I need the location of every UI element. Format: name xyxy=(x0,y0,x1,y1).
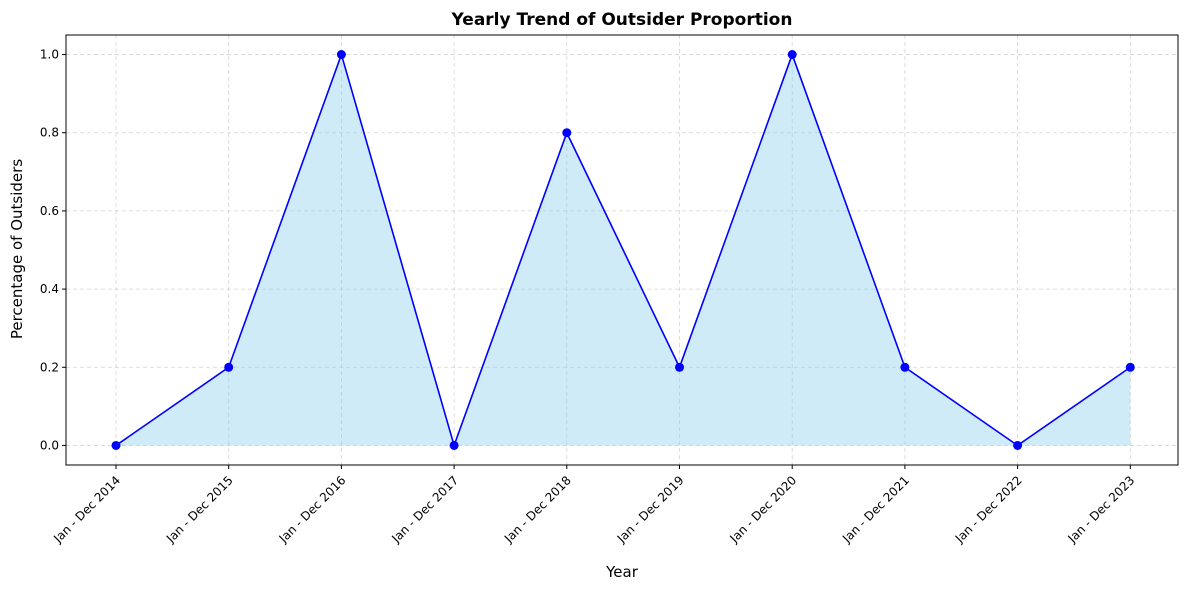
data-point xyxy=(449,440,459,450)
x-axis-label: Year xyxy=(605,563,639,581)
y-tick-label: 0.0 xyxy=(40,438,59,452)
data-point xyxy=(787,50,797,60)
data-point xyxy=(1013,440,1023,450)
grid xyxy=(66,35,1178,465)
plot-frame xyxy=(65,34,1179,466)
y-tick-label: 0.4 xyxy=(40,282,59,296)
y-axis-label: Percentage of Outsiders xyxy=(8,159,26,339)
y-tick-label: 0.6 xyxy=(40,204,59,218)
series-line-layer xyxy=(115,51,1131,449)
area-fill-layer xyxy=(116,54,1131,446)
data-point xyxy=(562,128,572,138)
data-point xyxy=(1125,362,1135,372)
data-point xyxy=(675,362,684,372)
data-point xyxy=(111,440,121,450)
data-markers xyxy=(111,50,1135,450)
y-tick-label: 1.0 xyxy=(40,48,59,62)
y-tick-label: 0.8 xyxy=(40,126,59,140)
data-point xyxy=(900,362,910,372)
data-point xyxy=(336,50,346,60)
y-axis-ticks: 0.0 0.2 0.4 0.6 0.8 1.0 xyxy=(40,48,66,452)
area-fill xyxy=(116,54,1131,446)
chart-title: Yearly Trend of Outsider Proportion xyxy=(451,10,793,30)
data-point xyxy=(224,362,234,372)
series-line xyxy=(115,51,1131,449)
y-tick-label: 0.2 xyxy=(40,360,59,374)
